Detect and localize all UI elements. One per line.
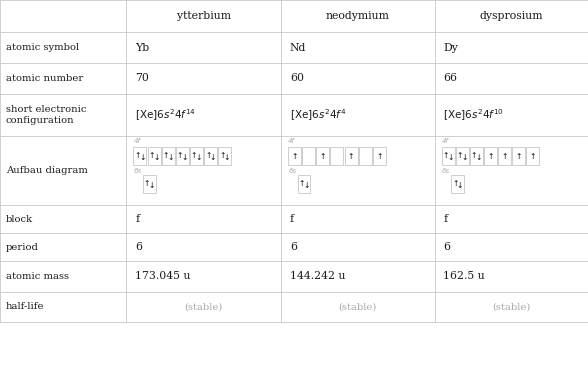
Bar — [288, 147, 301, 165]
Text: dysprosium: dysprosium — [480, 11, 543, 21]
Text: ↑: ↑ — [348, 152, 354, 161]
Bar — [442, 147, 455, 165]
Bar — [512, 147, 525, 165]
Text: Dy: Dy — [443, 43, 458, 53]
Bar — [148, 147, 161, 165]
Text: [Xe]$6s^24f^{14}$: [Xe]$6s^24f^{14}$ — [135, 107, 196, 123]
Bar — [298, 175, 310, 193]
Text: ↑: ↑ — [443, 151, 449, 160]
Text: ↓: ↓ — [457, 181, 463, 190]
Text: neodymium: neodymium — [326, 11, 390, 21]
Text: ↑: ↑ — [219, 151, 225, 160]
Bar — [330, 147, 343, 165]
Text: Aufbau diagram: Aufbau diagram — [6, 166, 88, 175]
Bar — [484, 147, 497, 165]
Text: ↑: ↑ — [163, 151, 169, 160]
Text: ↑: ↑ — [205, 151, 211, 160]
Text: f: f — [135, 214, 139, 224]
Text: ↑: ↑ — [530, 152, 536, 161]
Bar — [498, 147, 511, 165]
Text: ↑: ↑ — [320, 152, 326, 161]
Text: ↓: ↓ — [168, 153, 173, 162]
Text: ytterbium: ytterbium — [177, 11, 230, 21]
Text: ↓: ↓ — [224, 153, 230, 162]
Text: 6s: 6s — [288, 167, 296, 173]
Text: ↓: ↓ — [462, 153, 467, 162]
Text: ↓: ↓ — [476, 153, 482, 162]
Text: (stable): (stable) — [492, 303, 530, 311]
Text: atomic mass: atomic mass — [6, 272, 69, 281]
Text: 6: 6 — [290, 242, 297, 252]
Text: [Xe]$6s^24f^{4}$: [Xe]$6s^24f^{4}$ — [290, 107, 346, 123]
Bar — [373, 147, 386, 165]
Text: 4f: 4f — [288, 138, 295, 144]
Bar — [218, 147, 231, 165]
Bar — [345, 147, 358, 165]
Bar — [526, 147, 539, 165]
Text: ↓: ↓ — [196, 153, 202, 162]
Text: (stable): (stable) — [185, 303, 223, 311]
Text: ↓: ↓ — [447, 153, 453, 162]
Text: f: f — [443, 214, 447, 224]
Text: 66: 66 — [443, 73, 457, 83]
Text: Nd: Nd — [290, 43, 306, 53]
Text: ↑: ↑ — [177, 151, 183, 160]
Text: ↑: ↑ — [376, 152, 382, 161]
Bar — [302, 147, 315, 165]
Text: ↑: ↑ — [452, 179, 458, 188]
Bar — [176, 147, 189, 165]
Bar — [143, 175, 156, 193]
Text: 4f: 4f — [442, 138, 449, 144]
Text: ↑: ↑ — [299, 179, 305, 188]
Text: ↓: ↓ — [149, 181, 155, 190]
Bar — [162, 147, 175, 165]
Text: half-life: half-life — [6, 303, 44, 311]
Text: ↓: ↓ — [182, 153, 188, 162]
Text: ↑: ↑ — [144, 179, 150, 188]
Text: atomic number: atomic number — [6, 74, 83, 83]
Text: period: period — [6, 242, 39, 252]
Text: short electronic
configuration: short electronic configuration — [6, 105, 86, 125]
Bar — [470, 147, 483, 165]
Text: [Xe]$6s^24f^{10}$: [Xe]$6s^24f^{10}$ — [443, 107, 504, 123]
Bar — [133, 147, 146, 165]
Text: (stable): (stable) — [339, 303, 377, 311]
Text: block: block — [6, 214, 33, 224]
Bar — [190, 147, 203, 165]
Text: 6: 6 — [135, 242, 142, 252]
Text: ↑: ↑ — [135, 151, 141, 160]
Text: ↓: ↓ — [210, 153, 216, 162]
Text: 6s: 6s — [133, 167, 142, 173]
Bar — [204, 147, 217, 165]
Text: ↑: ↑ — [149, 151, 155, 160]
Bar — [316, 147, 329, 165]
Text: 60: 60 — [290, 73, 304, 83]
Text: atomic symbol: atomic symbol — [6, 43, 79, 52]
Text: Yb: Yb — [135, 43, 149, 53]
Text: 6: 6 — [443, 242, 450, 252]
Text: 6s: 6s — [442, 167, 450, 173]
Text: ↑: ↑ — [516, 152, 522, 161]
Text: ↓: ↓ — [153, 153, 159, 162]
Text: 173.045 u: 173.045 u — [135, 272, 191, 281]
Text: ↓: ↓ — [303, 181, 309, 190]
Text: 4f: 4f — [133, 138, 141, 144]
Text: ↑: ↑ — [292, 152, 298, 161]
Text: ↑: ↑ — [471, 151, 477, 160]
Text: ↑: ↑ — [502, 152, 507, 161]
Text: ↑: ↑ — [487, 152, 493, 161]
Text: f: f — [290, 214, 294, 224]
Bar — [456, 147, 469, 165]
Text: ↑: ↑ — [457, 151, 463, 160]
Text: 144.242 u: 144.242 u — [290, 272, 345, 281]
Bar — [451, 175, 464, 193]
Text: ↑: ↑ — [191, 151, 197, 160]
Text: 70: 70 — [135, 73, 149, 83]
Text: 162.5 u: 162.5 u — [443, 272, 485, 281]
Bar — [359, 147, 372, 165]
Text: ↓: ↓ — [139, 153, 145, 162]
